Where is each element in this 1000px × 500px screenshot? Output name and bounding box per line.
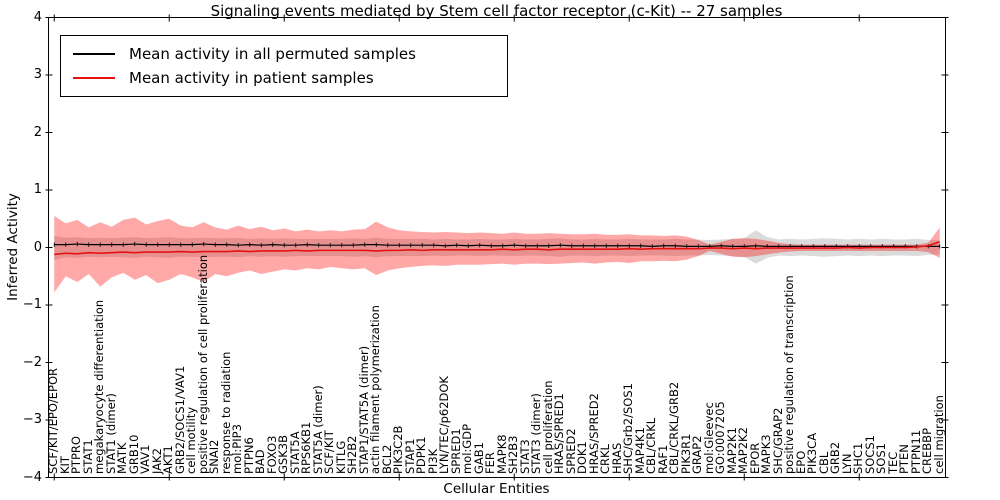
legend-label-permuted: Mean activity in all permuted samples (129, 45, 416, 63)
permuted-line-swatch (73, 53, 115, 55)
y-tick-label: 1 (33, 182, 42, 197)
patient-line-swatch (73, 77, 115, 79)
y-tick-label: 3 (33, 67, 42, 82)
y-tick-label: −3 (22, 412, 42, 427)
legend-item-permuted: Mean activity in all permuted samples (73, 42, 507, 66)
chart-title: Signaling events mediated by Stem cell f… (210, 2, 783, 20)
permuted-mean-line (54, 243, 940, 247)
y-tick-label: −2 (22, 354, 42, 370)
y-tick-label: 4 (33, 9, 42, 25)
patient-mean-line (54, 240, 941, 256)
axis-ticks (45, 14, 949, 481)
permuted-samples-std-band (54, 230, 940, 264)
y-tick-label: −1 (22, 297, 42, 312)
x-axis-label: Cellular Entities (443, 481, 550, 497)
legend-item-patient: Mean activity in patient samples (73, 66, 507, 90)
y-tick-label: 0 (33, 239, 42, 255)
y-tick-label: 2 (33, 124, 42, 140)
legend-label-patient: Mean activity in patient samples (129, 69, 374, 87)
x-tick-label: cell migration (931, 395, 946, 474)
patient-samples-std-band (54, 215, 940, 293)
x-tick-label: positive regulation of transcription (782, 275, 797, 474)
legend: Mean activity in all permuted samples Me… (60, 35, 508, 97)
y-tick-label: −4 (22, 469, 42, 485)
